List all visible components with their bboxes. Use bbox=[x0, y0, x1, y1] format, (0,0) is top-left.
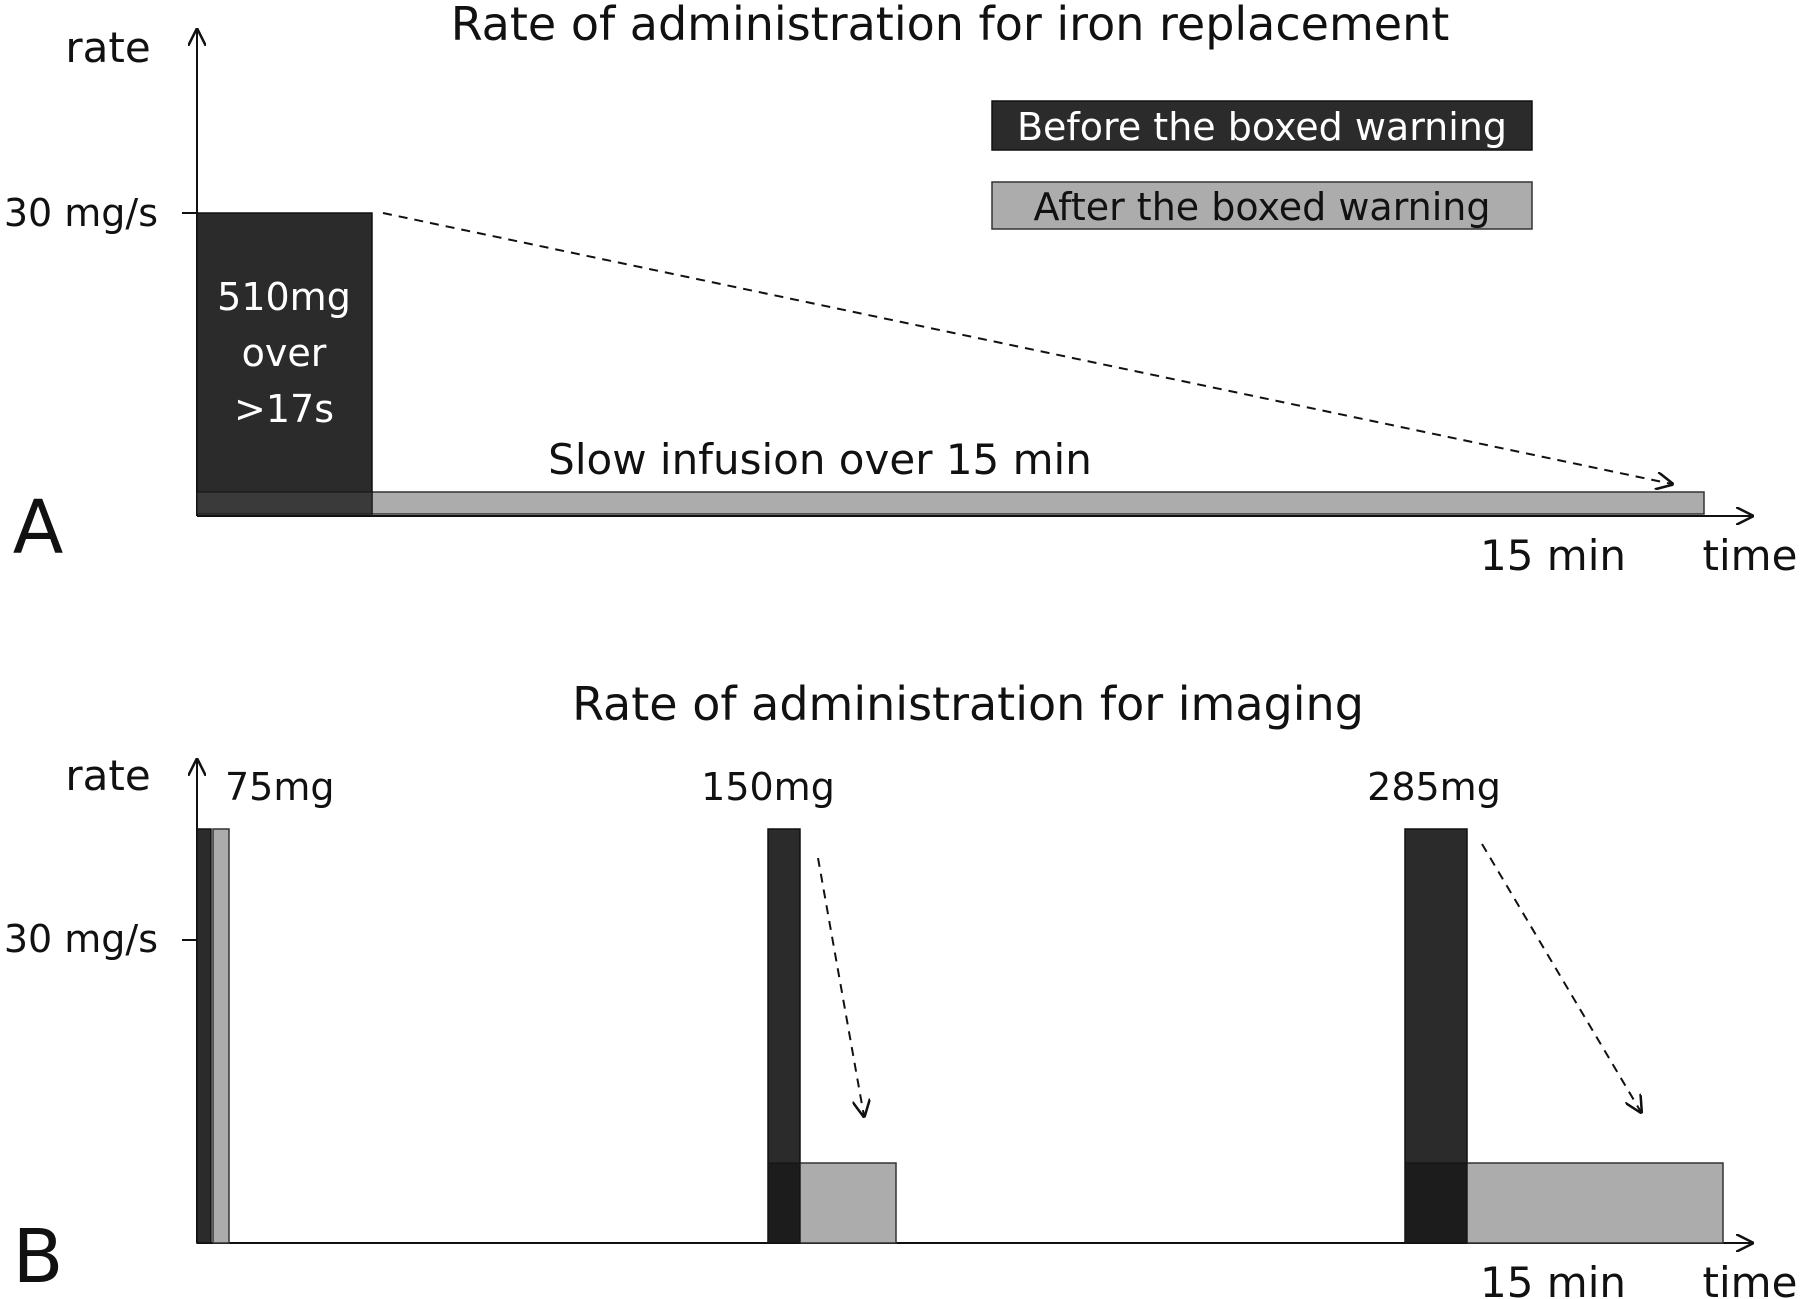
panel-b: Rate of administration for imaging rate … bbox=[4, 677, 1798, 1299]
panel-a-bolus-bar bbox=[196, 212, 373, 515]
panel-a-y-tick-label: 30 mg/s bbox=[4, 191, 158, 235]
panel-a-letter: A bbox=[13, 485, 64, 571]
panel-b-150mg-shift-arrow bbox=[817, 857, 864, 1116]
panel-b-285mg-overlap bbox=[1404, 1162, 1468, 1244]
panel-a-title: Rate of administration for iron replacem… bbox=[451, 0, 1450, 51]
panel-b-150mg-overlap bbox=[767, 1162, 801, 1244]
panel-a-x-tick-label: 15 min bbox=[1480, 531, 1626, 580]
panel-a-x-axis-label: time bbox=[1703, 531, 1798, 580]
panel-b-285mg-shift-arrow bbox=[1481, 843, 1641, 1112]
legend-after-label: After the boxed warning bbox=[1033, 185, 1490, 229]
panel-b-x-axis-label: time bbox=[1703, 1258, 1798, 1299]
panel-a-shift-arrow bbox=[382, 212, 1672, 484]
panel-b-75mg-before-bar bbox=[196, 828, 212, 1244]
panel-a-bolus-dose: 510mg bbox=[217, 275, 351, 319]
legend-before-label: Before the boxed warning bbox=[1017, 105, 1507, 149]
panel-b-y-tick-label: 30 mg/s bbox=[4, 917, 158, 961]
legend-after-swatch bbox=[991, 181, 1533, 230]
panel-b-150mg-label: 150mg bbox=[701, 765, 835, 809]
panel-b-x-tick-label: 15 min bbox=[1480, 1258, 1626, 1299]
panel-b-75mg-after-bar bbox=[212, 828, 230, 1244]
panel-a-slow-infusion-bar bbox=[196, 491, 1705, 515]
panel-a-bolus-over: over bbox=[242, 331, 327, 375]
panel-b-75mg-label: 75mg bbox=[225, 765, 335, 809]
panel-a: Rate of administration for iron replacem… bbox=[4, 0, 1798, 580]
panel-b-y-axis-label: rate bbox=[65, 751, 150, 800]
panel-a-bolus-duration: >17s bbox=[234, 387, 334, 431]
panel-b-150mg-after-bar bbox=[799, 1162, 897, 1244]
panel-b-285mg-after-bar bbox=[1466, 1162, 1724, 1244]
legend-before-swatch bbox=[991, 100, 1533, 151]
panel-a-overlap bbox=[196, 491, 373, 515]
panel-b-title: Rate of administration for imaging bbox=[572, 677, 1364, 731]
legend: Before the boxed warning After the boxed… bbox=[991, 100, 1533, 230]
panel-a-infusion-label: Slow infusion over 15 min bbox=[548, 435, 1092, 484]
panel-b-letter: B bbox=[13, 1214, 64, 1299]
panel-a-y-axis-label: rate bbox=[65, 23, 150, 72]
panel-b-285mg-label: 285mg bbox=[1367, 765, 1501, 809]
